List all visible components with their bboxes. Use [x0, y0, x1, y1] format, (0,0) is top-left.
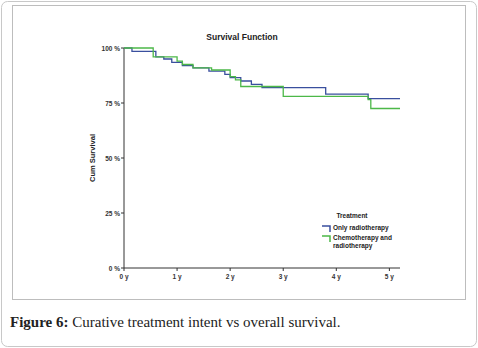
y-tick-label: 25 %: [105, 210, 120, 217]
caption: Figure 6: Curative treatment intent vs o…: [10, 314, 340, 330]
chart-frame: [13, 6, 466, 300]
title: Survival Function: [206, 32, 277, 42]
x-tick: [124, 268, 125, 271]
y-tick: [121, 158, 124, 159]
x-tick-label: 5 y: [385, 273, 394, 281]
x-tick-label: 4 y: [332, 273, 341, 281]
y-tick: [121, 103, 124, 104]
x-tick-label: 3 y: [279, 273, 288, 281]
y-axis-label: Cum Survival: [88, 134, 97, 182]
x-tick: [230, 268, 231, 271]
x-tick-label: 2 y: [226, 273, 235, 281]
y-tick: [121, 48, 124, 49]
x-tick: [283, 268, 284, 271]
survival-line: [124, 48, 400, 99]
y-tick: [121, 213, 124, 214]
legend-label: Chemotherapy andradiotherapy: [333, 234, 392, 250]
y-tick-label: 75 %: [105, 100, 120, 107]
chart: Survival Function Cum Survival 0 % 25 % 50 %…: [0, 0, 478, 348]
y-tick-label: 0 %: [109, 265, 120, 272]
legend-swatch: [322, 236, 330, 242]
legend-swatch: [322, 226, 330, 232]
survival-line: [124, 48, 400, 109]
y-tick-label: 100 %: [102, 45, 121, 52]
figure-frame: [2, 2, 477, 347]
legend-title: Treatment: [336, 212, 368, 219]
y-tick-label: 50 %: [105, 155, 120, 162]
plot-area: [124, 48, 400, 109]
legend-label: Only radiotherapy: [333, 224, 389, 232]
x-tick: [389, 268, 390, 271]
x-tick-label: 0 y: [119, 273, 128, 281]
x-tick: [177, 268, 178, 271]
x-tick-label: 1 y: [173, 273, 182, 281]
x-axis: [124, 268, 400, 269]
x-tick: [336, 268, 337, 271]
